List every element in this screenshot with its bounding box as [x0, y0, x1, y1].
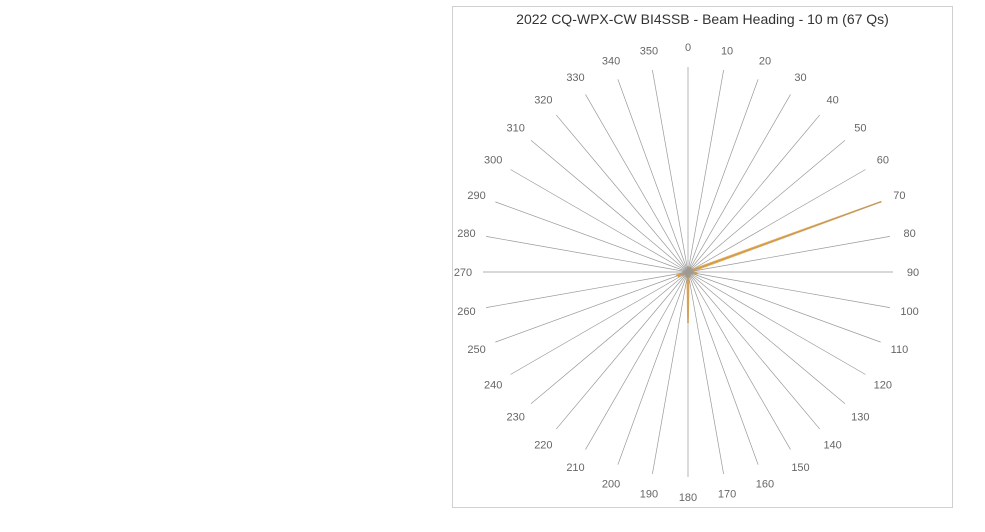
tick-label-90: 90 [907, 267, 919, 279]
spoke-240 [510, 271, 689, 375]
tick-label-200: 200 [602, 478, 620, 490]
tick-label-100: 100 [900, 306, 918, 318]
spoke-130 [687, 271, 846, 405]
tick-label-190: 190 [640, 489, 658, 501]
tick-label-280: 280 [457, 228, 475, 240]
spoke-100 [687, 271, 890, 308]
tick-label-0: 0 [685, 42, 691, 54]
tick-label-340: 340 [602, 56, 620, 68]
spoke-340 [617, 79, 689, 273]
tick-label-10: 10 [721, 45, 733, 57]
tick-label-120: 120 [874, 380, 892, 392]
tick-label-210: 210 [566, 462, 584, 474]
spoke-230 [530, 271, 689, 405]
spoke-250 [495, 271, 689, 343]
tick-label-350: 350 [640, 45, 658, 57]
tick-label-330: 330 [566, 72, 584, 84]
tick-label-80: 80 [903, 228, 915, 240]
tick-label-250: 250 [467, 344, 485, 356]
spoke-70 [687, 201, 881, 273]
tick-label-50: 50 [854, 122, 866, 134]
tick-label-290: 290 [467, 190, 485, 202]
spoke-30 [687, 94, 791, 273]
spoke-150 [687, 271, 791, 450]
spoke-330 [585, 94, 689, 273]
spoke-190 [652, 271, 689, 474]
spoke-290 [495, 201, 689, 273]
spoke-310 [530, 139, 689, 273]
tick-label-160: 160 [756, 478, 774, 490]
spoke-300 [510, 169, 689, 273]
spoke-280 [486, 236, 689, 273]
tick-labels-group: 0 10 20 30 40 50 60 70 80 90 100 110 120 130 140 150 160… [454, 42, 919, 504]
spoke-10 [687, 70, 724, 273]
spoke-20 [687, 79, 759, 273]
spoke-80 [687, 236, 890, 273]
spoke-140 [687, 271, 821, 430]
spoke-50 [687, 139, 846, 273]
tick-label-170: 170 [718, 489, 736, 501]
tick-label-150: 150 [791, 462, 809, 474]
spoke-210 [585, 271, 689, 450]
spoke-260 [486, 271, 689, 308]
tick-label-40: 40 [827, 95, 839, 107]
spoke-160 [687, 271, 759, 465]
spokes-group [483, 67, 893, 477]
tick-label-30: 30 [794, 72, 806, 84]
tick-label-320: 320 [534, 95, 552, 107]
spoke-220 [555, 271, 689, 430]
tick-label-130: 130 [851, 412, 869, 424]
tick-label-180: 180 [679, 492, 697, 504]
tick-label-110: 110 [891, 344, 909, 356]
tick-label-270: 270 [454, 267, 472, 279]
tick-label-60: 60 [877, 155, 889, 167]
tick-label-230: 230 [506, 412, 524, 424]
spoke-110 [687, 271, 881, 343]
chart-title: 2022 CQ-WPX-CW BI4SSB - Beam Heading - 1… [516, 11, 889, 27]
tick-label-220: 220 [534, 439, 552, 451]
tick-label-240: 240 [484, 380, 502, 392]
tick-label-140: 140 [823, 439, 841, 451]
tick-label-260: 260 [457, 306, 475, 318]
chart-frame: 2022 CQ-WPX-CW BI4SSB - Beam Heading - 1… [452, 6, 953, 508]
spoke-60 [687, 169, 866, 273]
spoke-120 [687, 271, 866, 375]
spoke-40 [687, 114, 821, 273]
spoke-200 [617, 271, 689, 465]
spoke-320 [555, 114, 689, 273]
tick-label-310: 310 [506, 122, 524, 134]
spoke-350 [652, 70, 689, 273]
tick-label-20: 20 [759, 56, 771, 68]
spoke-170 [687, 271, 724, 474]
tick-label-300: 300 [484, 155, 502, 167]
tick-label-70: 70 [893, 190, 905, 202]
polar-chart: 0 10 20 30 40 50 60 70 80 90 100 110 120 130 140 150 160… [454, 42, 919, 504]
